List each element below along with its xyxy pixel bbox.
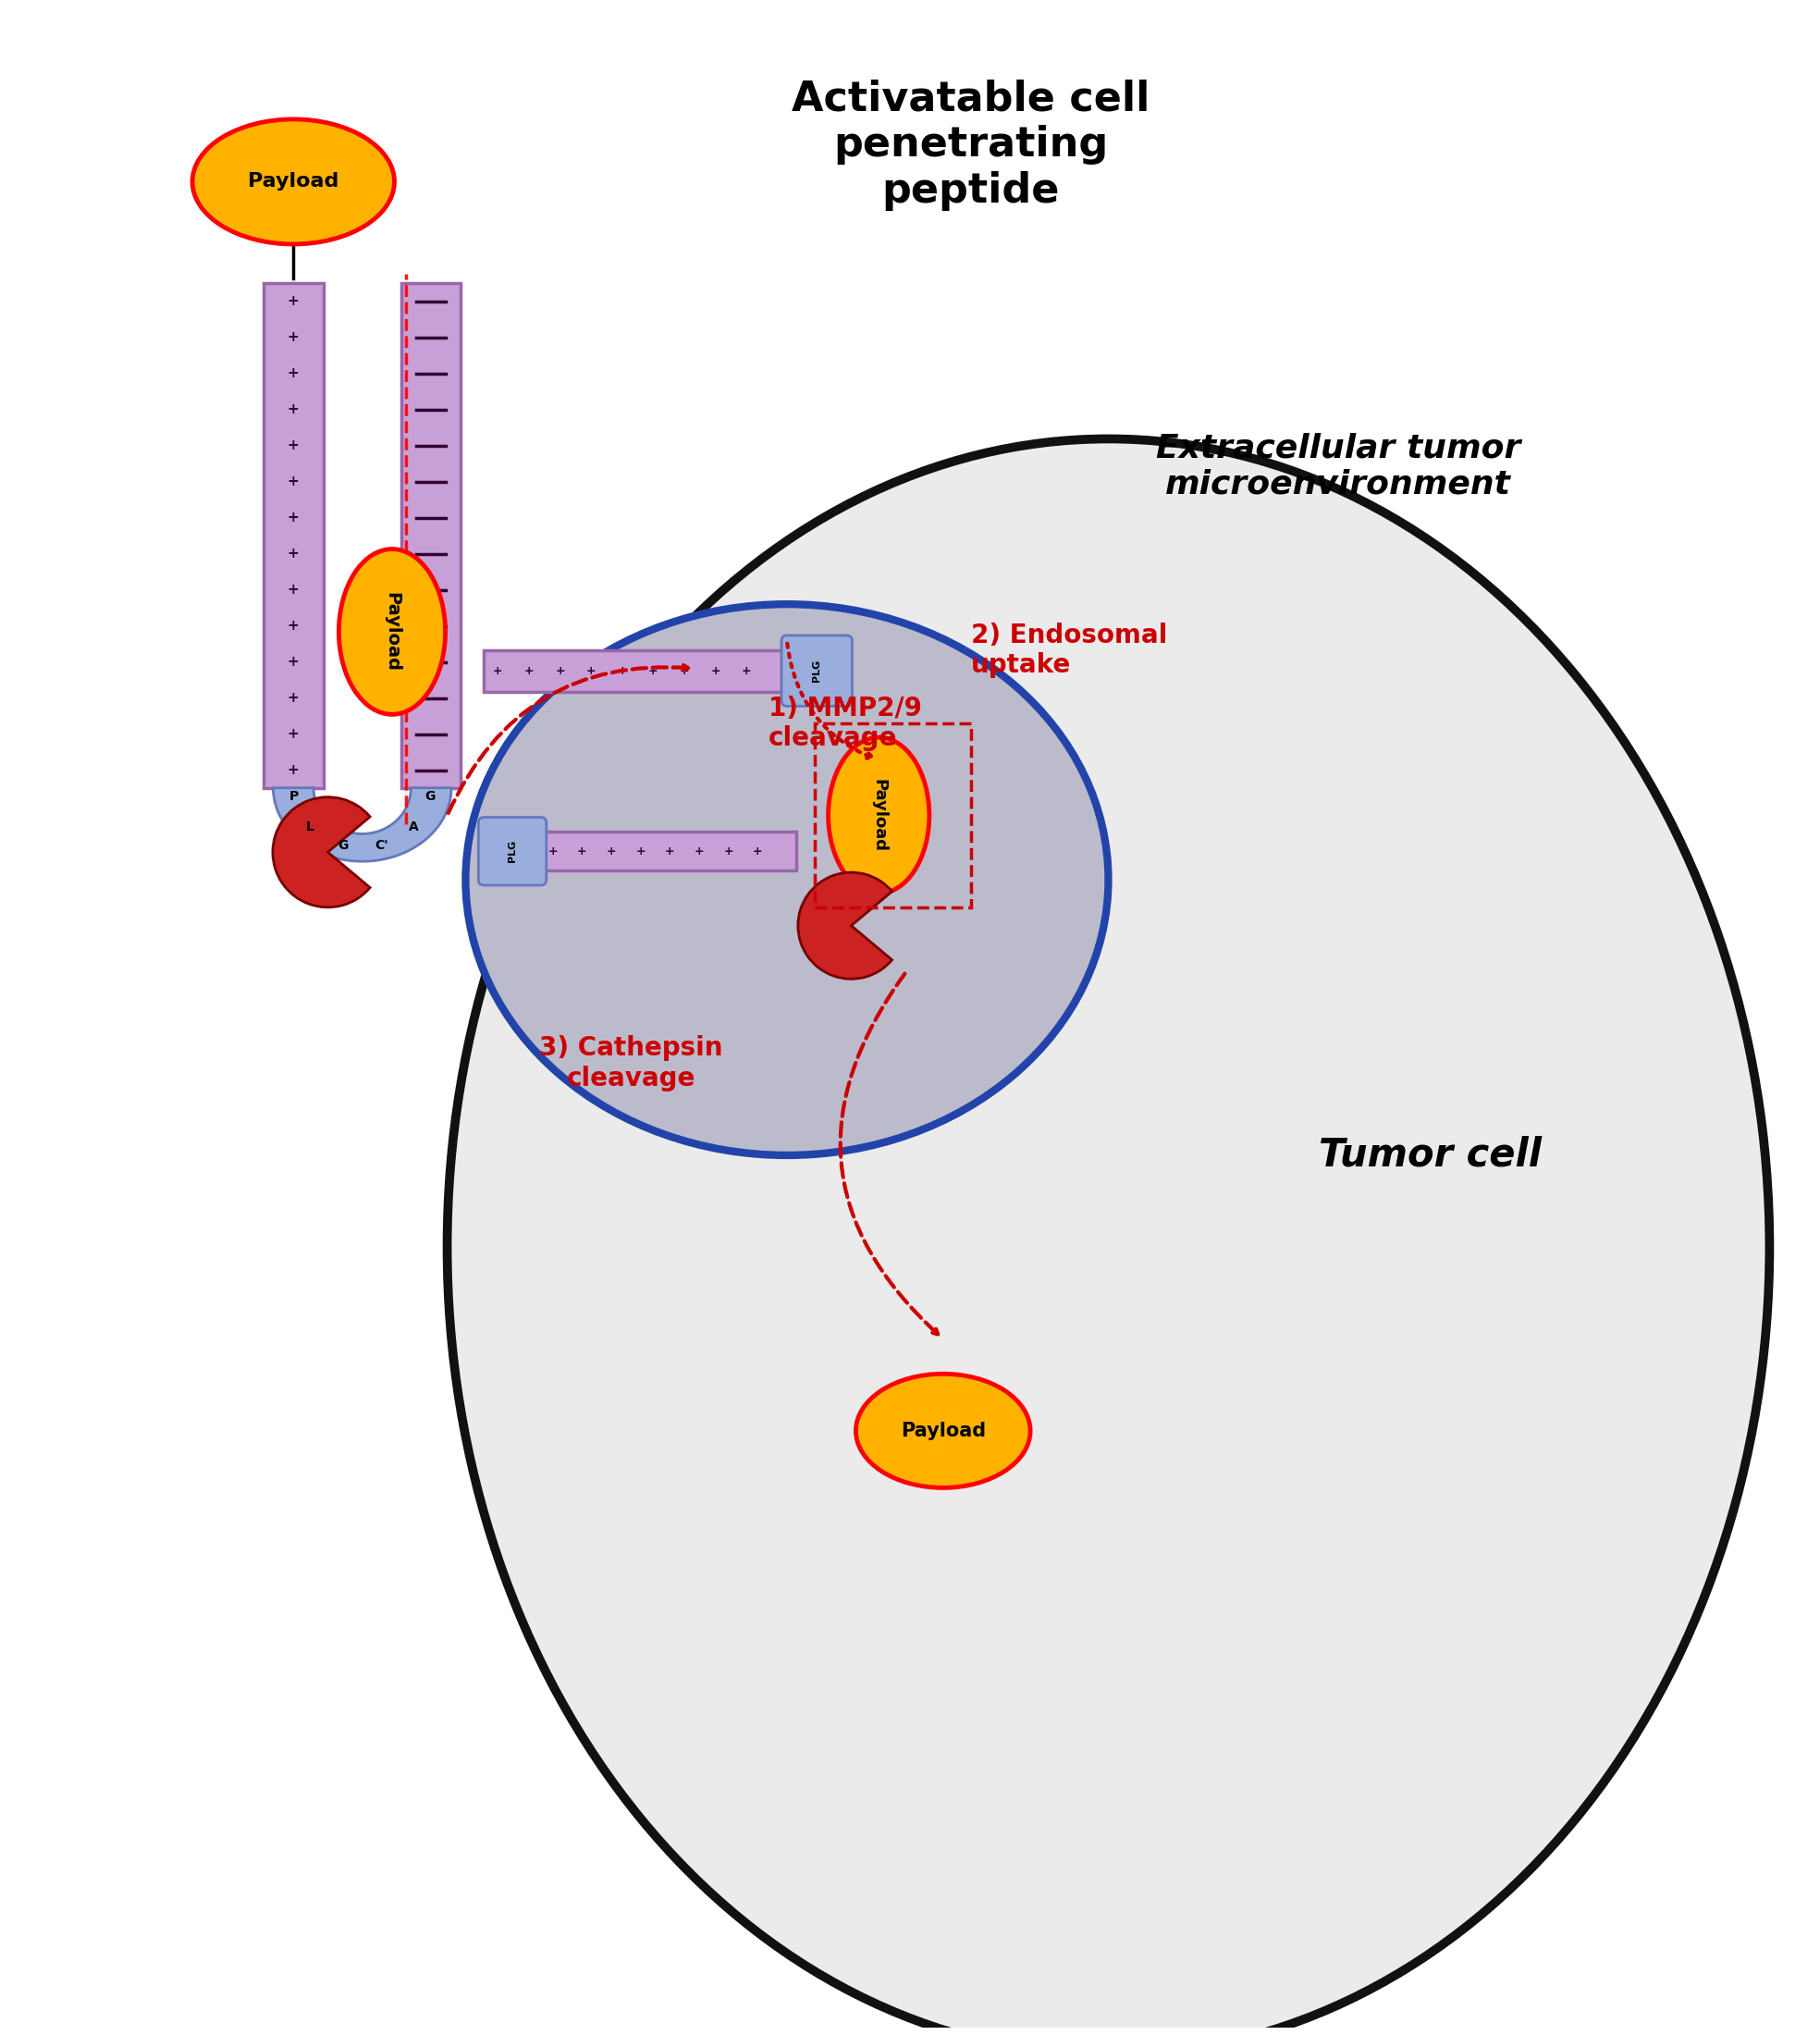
Text: +: + bbox=[693, 845, 704, 857]
Text: +: + bbox=[288, 619, 298, 633]
Text: +: + bbox=[524, 665, 533, 678]
Text: +: + bbox=[288, 655, 298, 670]
Text: Payload: Payload bbox=[384, 592, 400, 672]
FancyBboxPatch shape bbox=[781, 635, 852, 706]
Text: Extracellular tumor
microenvironment: Extracellular tumor microenvironment bbox=[1156, 433, 1520, 501]
Ellipse shape bbox=[193, 120, 395, 244]
Text: C': C' bbox=[375, 838, 388, 853]
Text: Payload: Payload bbox=[870, 779, 886, 853]
Text: +: + bbox=[586, 665, 595, 678]
Text: +: + bbox=[493, 665, 502, 678]
Ellipse shape bbox=[448, 440, 1769, 2035]
Ellipse shape bbox=[828, 737, 930, 893]
Text: A: A bbox=[410, 820, 419, 834]
Text: G: G bbox=[426, 790, 435, 804]
Wedge shape bbox=[273, 798, 369, 908]
Text: +: + bbox=[606, 845, 617, 857]
Text: PLG: PLG bbox=[812, 659, 821, 682]
Text: +: + bbox=[288, 584, 298, 596]
Text: Payload: Payload bbox=[901, 1422, 986, 1441]
Text: +: + bbox=[555, 665, 564, 678]
Text: +: + bbox=[548, 845, 557, 857]
Text: P: P bbox=[289, 790, 298, 804]
Ellipse shape bbox=[855, 1374, 1030, 1488]
Text: +: + bbox=[648, 665, 659, 678]
Text: PLG: PLG bbox=[508, 840, 517, 863]
FancyBboxPatch shape bbox=[479, 818, 546, 885]
Ellipse shape bbox=[339, 549, 446, 714]
Text: 1) MMP2/9
cleavage: 1) MMP2/9 cleavage bbox=[768, 696, 923, 751]
Text: +: + bbox=[288, 295, 298, 307]
Text: +: + bbox=[288, 330, 298, 344]
Text: +: + bbox=[288, 726, 298, 741]
Wedge shape bbox=[797, 873, 892, 979]
Text: +: + bbox=[288, 547, 298, 562]
Text: G: G bbox=[339, 838, 348, 853]
Text: +: + bbox=[743, 665, 752, 678]
FancyBboxPatch shape bbox=[264, 283, 324, 788]
Text: Tumor cell: Tumor cell bbox=[1318, 1136, 1542, 1174]
FancyBboxPatch shape bbox=[539, 832, 795, 871]
FancyBboxPatch shape bbox=[400, 283, 460, 788]
Text: +: + bbox=[288, 474, 298, 488]
Text: 2) Endosomal
uptake: 2) Endosomal uptake bbox=[970, 623, 1167, 678]
FancyBboxPatch shape bbox=[484, 649, 786, 692]
Text: Payload: Payload bbox=[248, 173, 339, 191]
Text: +: + bbox=[288, 763, 298, 777]
Text: Activatable cell
penetrating
peptide: Activatable cell penetrating peptide bbox=[792, 79, 1150, 212]
Text: +: + bbox=[753, 845, 763, 857]
Text: +: + bbox=[288, 511, 298, 525]
Text: +: + bbox=[664, 845, 675, 857]
Text: +: + bbox=[288, 440, 298, 452]
Text: L: L bbox=[306, 820, 315, 834]
Text: +: + bbox=[288, 403, 298, 417]
Text: +: + bbox=[288, 692, 298, 706]
Text: +: + bbox=[288, 366, 298, 381]
Text: +: + bbox=[679, 665, 690, 678]
Text: +: + bbox=[724, 845, 733, 857]
Text: +: + bbox=[577, 845, 588, 857]
Text: +: + bbox=[710, 665, 721, 678]
Text: +: + bbox=[635, 845, 646, 857]
Polygon shape bbox=[273, 788, 451, 861]
Text: +: + bbox=[617, 665, 628, 678]
Ellipse shape bbox=[466, 604, 1108, 1156]
Text: 3) Cathepsin
cleavage: 3) Cathepsin cleavage bbox=[539, 1036, 723, 1091]
